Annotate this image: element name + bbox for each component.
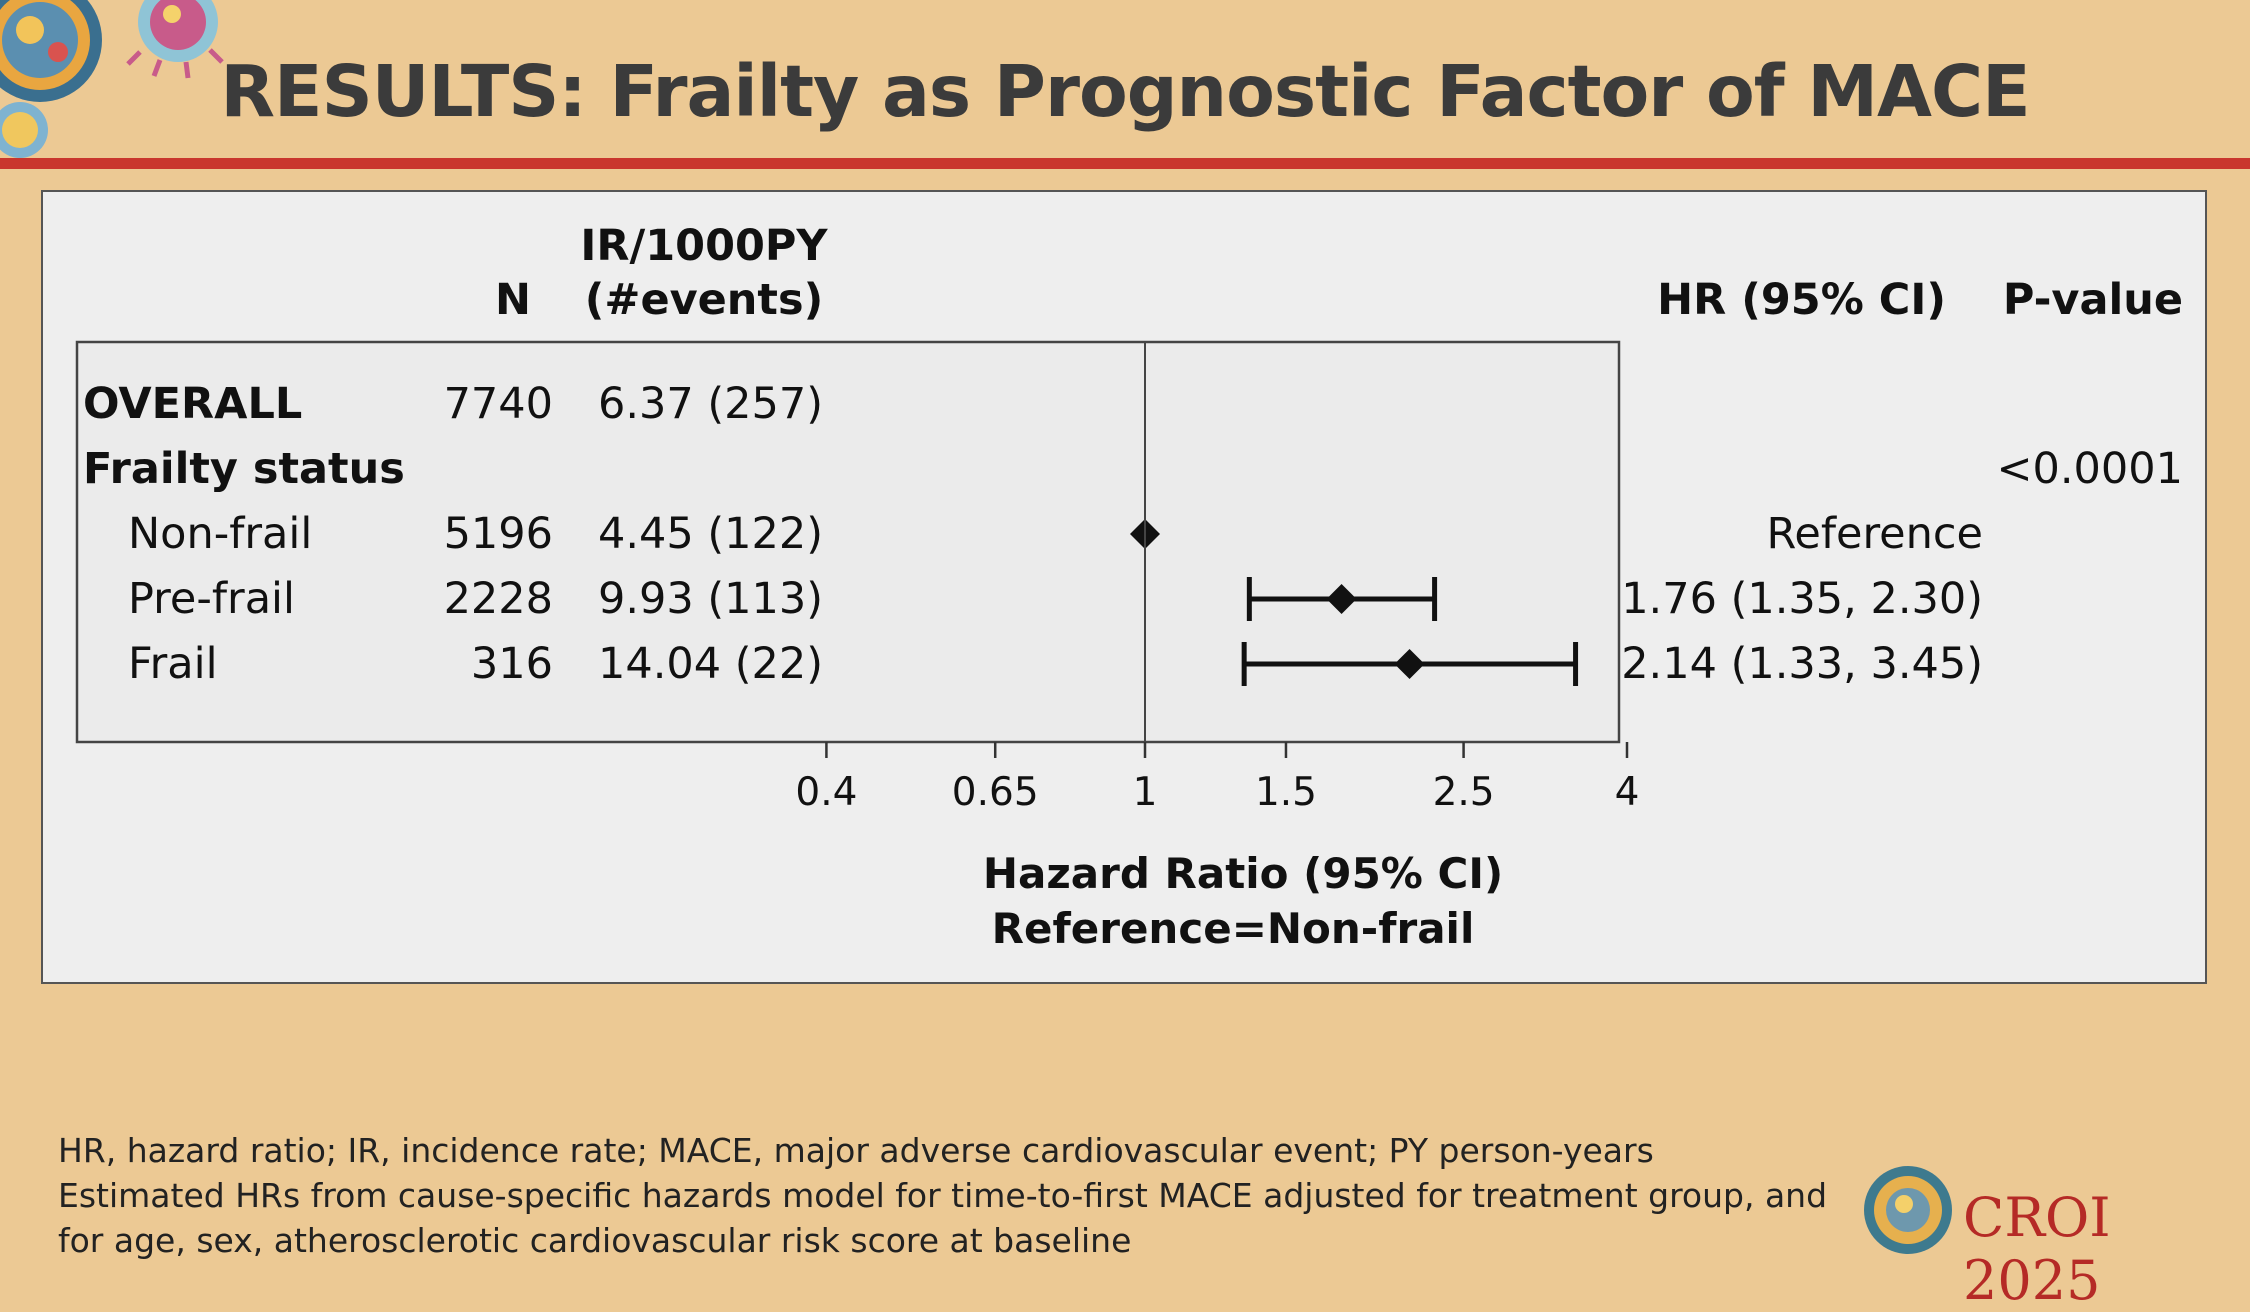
row-n: 7740 <box>444 379 553 429</box>
x-axis-subtitle: Reference=Non-frail <box>992 904 1475 953</box>
header-n: N <box>495 275 531 325</box>
row-hr-ci: 1.76 (1.35, 2.30) <box>1621 574 1983 624</box>
virus-icon <box>126 0 224 79</box>
header-hr: HR (95% CI) <box>1657 275 1946 325</box>
row-label: Frailty status <box>83 444 405 494</box>
x-tick-label: 0.65 <box>952 770 1039 815</box>
hr-point-marker <box>1394 649 1425 679</box>
plot-frame <box>75 340 1621 744</box>
footnotes: HR, hazard ratio; IR, incidence rate; MA… <box>58 1128 1838 1263</box>
virus-icon <box>0 0 102 102</box>
x-tick-label: 1 <box>1133 770 1158 815</box>
row-hr-ci: Reference <box>1766 509 1983 559</box>
row-ir: 6.37 (257) <box>598 379 823 429</box>
virus-logo-icon <box>1864 1166 1952 1254</box>
x-axis-title: Hazard Ratio (95% CI) <box>983 849 1503 898</box>
x-tick-label: 1.5 <box>1255 770 1317 815</box>
virus-icon <box>0 102 48 158</box>
forest-plot-panel: N IR/1000PY (#events) HR (95% CI) P-valu… <box>41 190 2207 984</box>
row-n: 5196 <box>444 509 553 559</box>
forest-plot: N IR/1000PY (#events) HR (95% CI) P-valu… <box>75 221 2183 953</box>
title-rule <box>0 158 2250 169</box>
slide-title: RESULTS: Frailty as Prognostic Factor of… <box>220 50 2030 133</box>
x-tick-label: 4 <box>1615 770 1640 815</box>
forest-marks <box>1130 342 1579 742</box>
row-ir: 14.04 (22) <box>598 639 823 689</box>
row-p-value: <0.0001 <box>1997 444 2184 494</box>
row-label: Non-frail <box>128 509 312 559</box>
virus-illustration <box>0 0 224 158</box>
row-ir: 9.93 (113) <box>598 574 823 624</box>
x-tick-label: 2.5 <box>1433 770 1495 815</box>
forest-rows: OVERALL 7740 6.37 (257) Frailty status <0.00… <box>83 379 2183 689</box>
row-label: Frail <box>128 639 218 689</box>
row-n: 2228 <box>444 574 553 624</box>
x-tick-label: 0.4 <box>795 770 857 815</box>
header-ir-line2: (#events) <box>585 275 823 325</box>
row-ir: 4.45 (122) <box>598 509 823 559</box>
row-label: Pre-frail <box>128 574 295 624</box>
croi-logo-text: CROI 2025 <box>1963 1186 2111 1312</box>
row-hr-ci: 2.14 (1.33, 3.45) <box>1621 639 1983 689</box>
row-label: OVERALL <box>83 379 302 429</box>
footnote-line: Estimated HRs from cause-specific hazard… <box>58 1176 1828 1215</box>
header-ir-line1: IR/1000PY <box>580 221 828 271</box>
x-axis: 0.4 0.65 1 1.5 2.5 4 <box>795 742 1639 815</box>
hr-point-marker <box>1326 584 1357 614</box>
footnote-line: for age, sex, atherosclerotic cardiovasc… <box>58 1221 1132 1260</box>
footnote-line: HR, hazard ratio; IR, incidence rate; MA… <box>58 1131 1654 1170</box>
header-p-value: P-value <box>2003 275 2183 325</box>
croi-logo <box>1864 1166 1952 1254</box>
row-n: 316 <box>471 639 553 689</box>
